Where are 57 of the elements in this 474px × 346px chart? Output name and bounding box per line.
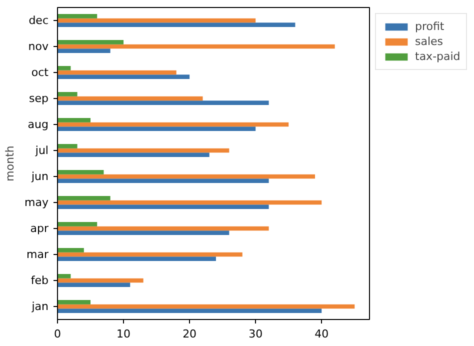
bar: [58, 230, 230, 235]
bar: [58, 282, 130, 287]
y-tick-label: jun: [30, 170, 49, 183]
bar: [58, 122, 289, 127]
legend-label: profit: [415, 20, 444, 33]
bar: [58, 178, 269, 183]
y-tick-label: feb: [30, 274, 49, 287]
bar: [58, 144, 78, 148]
x-tick-label: 10: [116, 328, 131, 340]
legend-label: tax-paid: [415, 50, 460, 63]
y-tick-label: aug: [28, 118, 49, 131]
bar: [58, 40, 124, 44]
x-tick-label: 20: [182, 328, 197, 340]
bar: [58, 100, 269, 105]
bar: [58, 252, 242, 257]
bar: [58, 256, 216, 261]
y-tick-label: may: [24, 196, 49, 209]
y-tick-label: mar: [26, 248, 49, 261]
bar: [58, 70, 176, 75]
bar: [58, 274, 71, 278]
bar: [58, 196, 110, 200]
y-tick-label: nov: [28, 40, 49, 53]
bar: [58, 148, 230, 153]
y-tick-label: oct: [31, 66, 50, 79]
bar: [58, 48, 110, 53]
bar: [58, 226, 269, 231]
bar: [58, 18, 256, 23]
x-tick-label: 30: [248, 328, 263, 340]
x-tick-label: 0: [54, 328, 61, 340]
bar: [58, 14, 98, 18]
bar: [58, 66, 71, 70]
y-tick-label: sep: [29, 92, 49, 105]
bar: [58, 126, 256, 131]
bar: [58, 278, 144, 283]
bar: [58, 152, 210, 157]
bar: [58, 170, 104, 174]
bar: [58, 304, 355, 309]
bar: [58, 74, 190, 79]
bar: [58, 22, 296, 27]
bar: [58, 118, 91, 122]
y-axis-title: month: [4, 146, 17, 182]
legend-label: sales: [415, 35, 444, 48]
bar: [58, 248, 84, 252]
bar: [58, 174, 316, 179]
bar: [58, 308, 322, 313]
y-tick-label: jan: [30, 300, 49, 313]
bar: [58, 44, 335, 49]
y-tick-label: jul: [34, 144, 49, 157]
bar: [58, 300, 91, 304]
bar: [58, 96, 203, 101]
bar: [58, 204, 269, 209]
bar: [58, 92, 78, 96]
y-tick-label: apr: [30, 222, 49, 235]
bar: [58, 200, 322, 205]
x-tick-label: 40: [314, 328, 329, 340]
y-tick-label: dec: [28, 14, 49, 27]
bar: [58, 222, 98, 226]
